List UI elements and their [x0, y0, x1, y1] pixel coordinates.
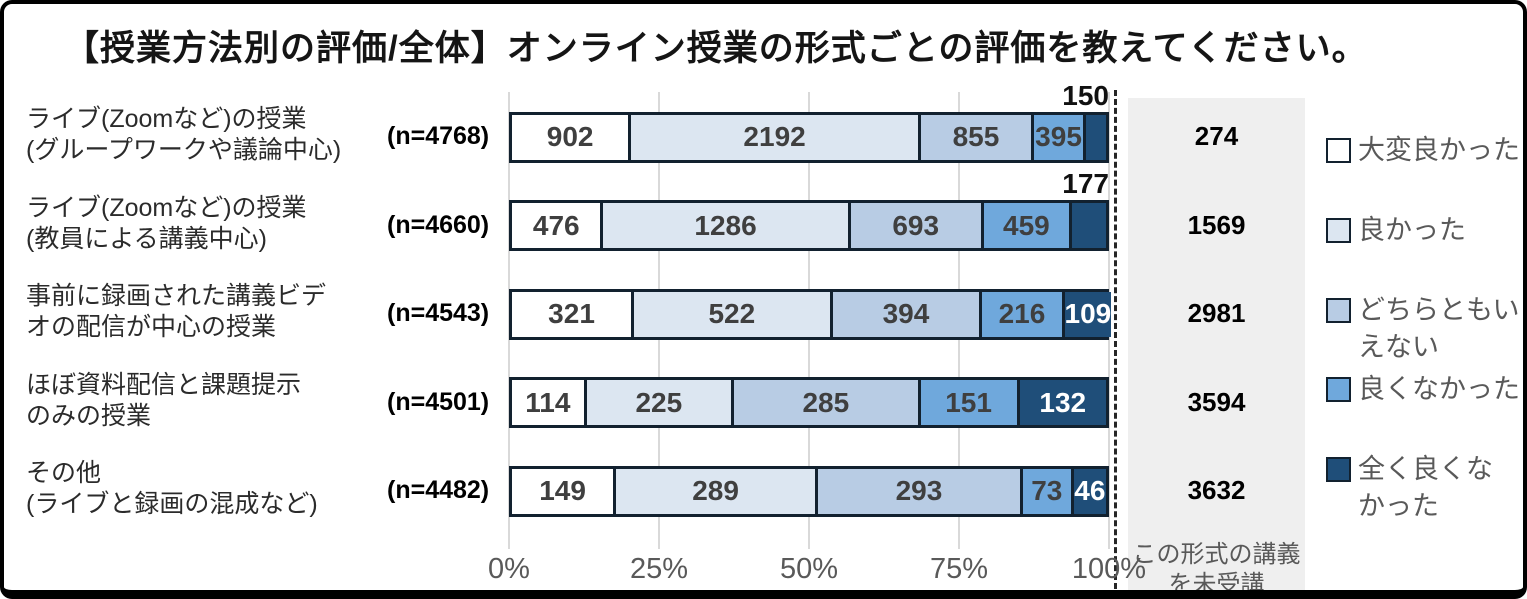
- x-axis-tick: 0%: [488, 553, 530, 585]
- chart-title: 【授業方法別の評価/全体】オンライン授業の形式ごとの評価を教えてください。: [64, 29, 1368, 68]
- legend-swatch-very-good: [1326, 138, 1351, 163]
- sample-size-label: (n=4543): [387, 299, 490, 327]
- legend-label: 良かった: [1358, 212, 1466, 249]
- bar-segment-not-good: 151: [920, 380, 1020, 425]
- category-label-line: ライブ(Zoomなど)の授業: [26, 193, 307, 222]
- not-attended-label-line1: この形式の講義: [1132, 541, 1301, 568]
- category-label: ライブ(Zoomなど)の授業 (教員による講義中心): [26, 193, 386, 255]
- bar-segment-not-good-at-all: [1086, 114, 1106, 160]
- x-axis-tick: 25%: [629, 553, 689, 585]
- bar-segment-good: 289: [616, 468, 819, 514]
- bar-segment-very-good: 321: [512, 291, 635, 337]
- bar-segment-very-good: 476: [512, 203, 604, 248]
- sample-size-label: (n=4660): [387, 210, 490, 239]
- bar-segment-neither: 394: [832, 291, 983, 337]
- legend-label: 全く良くな かった: [1358, 451, 1493, 526]
- stacked-bar-row: 321 522 394 216 109: [509, 288, 1112, 340]
- category-label-line: その他: [26, 459, 102, 487]
- legend-label-line: 全く良くな: [1358, 454, 1493, 484]
- bar-segment-not-good-at-all: 109: [1064, 291, 1112, 337]
- stacked-bar-row: 149 289 293 73 46: [509, 465, 1109, 517]
- bar-segment-not-good: 395: [1033, 114, 1087, 160]
- not-attended-value: 3632: [1187, 475, 1246, 505]
- legend-label-line: 大変良かった: [1358, 135, 1520, 165]
- legend-swatch-neither: [1326, 298, 1351, 323]
- legend-label-line: 良くなかった: [1358, 374, 1520, 404]
- x-axis-tick: 50%: [779, 553, 839, 585]
- bar-segment-very-good: 114: [512, 380, 587, 425]
- category-label-line: (グループワークや議論中心): [26, 136, 342, 164]
- category-label: ライブ(Zoomなど)の授業 (グループワークや議論中心): [26, 104, 386, 166]
- legend-item-not-good-at-all: 全く良くな かった: [1326, 451, 1523, 526]
- bar-segment-neither: 293: [818, 468, 1023, 514]
- bar-segment-not-good-at-all: 132: [1019, 380, 1106, 425]
- legend-item-neither: どちらともい えない: [1326, 292, 1523, 367]
- stacked-bar-row: 476 1286 693 459: [509, 200, 1109, 251]
- category-label: 事前に録画された講義ビデ オの配信が中心の授業: [26, 281, 386, 343]
- bar-segment-value-outside: 150: [1062, 79, 1109, 111]
- category-label: その他 (ライブと録画の混成など): [26, 458, 386, 520]
- x-axis-tick: 75%: [929, 553, 989, 585]
- not-attended-value: 2981: [1187, 298, 1246, 328]
- bar-segment-neither: 693: [850, 203, 984, 248]
- legend-item-very-good: 大変良かった: [1326, 132, 1523, 169]
- bar-segment-very-good: 149: [512, 468, 617, 514]
- bar-segment-value-outside: 177: [1062, 168, 1109, 199]
- stacked-bar-row: 114 225 285 151 132: [509, 377, 1109, 428]
- legend-label-line: えない: [1358, 332, 1439, 363]
- bar-segment-good: 225: [586, 380, 734, 425]
- legend-label-line: 良かった: [1358, 215, 1466, 245]
- sample-size-label: (n=4501): [387, 387, 490, 416]
- legend-item-not-good: 良くなかった: [1326, 371, 1523, 408]
- legend-label-line: どちらともい: [1358, 295, 1520, 325]
- bar-segment-not-good-at-all: 46: [1073, 468, 1106, 514]
- x-axis-tick: 100%: [1071, 553, 1147, 585]
- legend-item-good: 良かった: [1326, 212, 1523, 249]
- legend-swatch-good: [1326, 218, 1351, 243]
- bar-segment-good: 1286: [603, 203, 851, 248]
- legend-label-line: かった: [1358, 491, 1439, 522]
- not-attended-value: 1569: [1187, 209, 1246, 240]
- stacked-bar-row: 902 2192 855 395: [509, 111, 1109, 163]
- legend-label: 大変良かった: [1358, 132, 1520, 169]
- sample-size-label: (n=4768): [387, 122, 490, 150]
- bar-segment-not-good: 73: [1022, 468, 1074, 514]
- category-label-line: (ライブと録画の混成など): [26, 490, 318, 518]
- category-label-line: ライブ(Zoomなど)の授業: [26, 105, 307, 133]
- bar-segment-not-good: 216: [982, 291, 1065, 337]
- not-attended-column-label: この形式の講義 を未受講: [1124, 540, 1309, 598]
- legend-swatch-not-good: [1326, 377, 1351, 402]
- category-label-line: オの配信が中心の授業: [26, 313, 277, 341]
- bar-segment-good: 522: [634, 291, 833, 337]
- bar-segment-good: 2192: [631, 114, 921, 160]
- category-label: ほぼ資料配信と課題提示 のみの授業: [26, 370, 386, 432]
- legend-swatch-not-good-at-all: [1326, 457, 1351, 482]
- axis-separator-dashed-line: [1114, 90, 1117, 589]
- sample-size-label: (n=4482): [387, 476, 490, 504]
- category-label-line: 事前に録画された講義ビデ: [26, 282, 327, 310]
- not-attended-label-line2: を未受講: [1168, 571, 1265, 598]
- not-attended-value: 3594: [1187, 386, 1246, 417]
- not-attended-panel: [1128, 98, 1305, 590]
- bar-segment-not-good: 459: [983, 203, 1072, 248]
- legend-label: どちらともい えない: [1358, 292, 1519, 367]
- bar-segment-neither: 855: [920, 114, 1034, 160]
- category-label-line: ほぼ資料配信と課題提示: [26, 370, 302, 399]
- category-label-line: (教員による講義中心): [26, 224, 267, 253]
- category-label-line: のみの授業: [26, 401, 152, 430]
- legend-label: 良くなかった: [1358, 371, 1520, 408]
- not-attended-value: 274: [1194, 121, 1239, 151]
- bar-segment-very-good: 902: [512, 114, 632, 160]
- bar-segment-not-good-at-all: [1071, 203, 1106, 248]
- bar-segment-neither: 285: [734, 380, 921, 425]
